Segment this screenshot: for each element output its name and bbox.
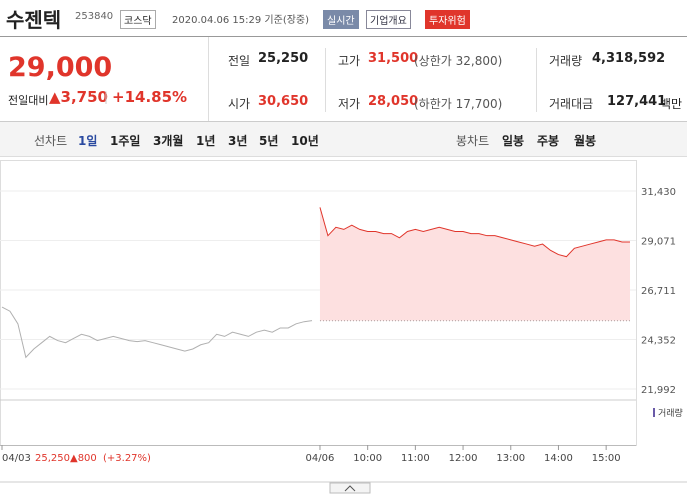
stock-code: 253840 bbox=[75, 11, 114, 22]
change-rate: +14.85% bbox=[112, 88, 188, 106]
x-tick-label: 13:00 bbox=[496, 453, 525, 464]
summary-value: 4,318,592 bbox=[592, 51, 666, 66]
x-tick-label: 04/06 bbox=[306, 453, 335, 464]
collapse-button[interactable] bbox=[329, 482, 371, 494]
volume-legend-swatch bbox=[653, 408, 655, 417]
price-line bbox=[1, 306, 313, 359]
tab[interactable]: 1일 bbox=[78, 134, 98, 148]
volume-legend: 거래량 bbox=[658, 407, 683, 419]
tab[interactable]: 5년 bbox=[259, 134, 279, 148]
y-tick-label: 31,430 bbox=[641, 187, 676, 198]
summary-value: 30,650 bbox=[258, 94, 309, 109]
divider bbox=[325, 48, 326, 112]
x-tick-label: 11:00 bbox=[401, 453, 430, 464]
change: ▲3,750 bbox=[49, 88, 108, 106]
summary-unit: 백만 bbox=[660, 97, 683, 111]
market-badge: 코스닥 bbox=[120, 10, 156, 29]
summary-label: 거래량 bbox=[549, 54, 583, 68]
summary-label: 고가 bbox=[338, 54, 361, 68]
tab[interactable]: 10년 bbox=[291, 134, 319, 148]
tab[interactable]: 선차트 bbox=[34, 134, 68, 148]
tab[interactable]: 1주일 bbox=[110, 134, 141, 148]
price-line bbox=[319, 207, 630, 258]
prev-change-rate: (+3.27%) bbox=[103, 453, 151, 464]
tab[interactable]: 1년 bbox=[196, 134, 216, 148]
tab[interactable]: 봉차트 bbox=[456, 134, 490, 148]
x-tick-label: 14:00 bbox=[544, 453, 573, 464]
y-tick-label: 21,992 bbox=[641, 385, 676, 396]
tab[interactable]: 3년 bbox=[228, 134, 248, 148]
y-tick-label: 24,352 bbox=[641, 335, 676, 346]
prev-close: 25,250 bbox=[35, 453, 70, 464]
summary-label: 거래대금 bbox=[549, 97, 594, 111]
realtime-badge[interactable]: 실시간 bbox=[323, 10, 359, 29]
summary-value: 31,500 bbox=[368, 51, 419, 66]
tab[interactable]: 3개월 bbox=[153, 134, 184, 148]
y-tick-label: 29,071 bbox=[641, 236, 676, 247]
summary-note: (하한가 17,700) bbox=[414, 97, 503, 111]
prev-change: ▲800 bbox=[70, 453, 97, 464]
warning-badge: 투자위험 bbox=[425, 10, 470, 29]
divider bbox=[0, 36, 687, 37]
timestamp: 2020.04.06 15:29 기준(장중) bbox=[172, 15, 310, 26]
summary-label: 전일 bbox=[228, 54, 251, 68]
summary-value: 25,250 bbox=[258, 51, 309, 66]
tab[interactable]: 주봉 bbox=[537, 134, 560, 148]
tab-bar bbox=[0, 121, 687, 157]
summary-value: 28,050 bbox=[368, 94, 419, 109]
chart: 21,992 24,352 26,711 29,071 31,430 거래량 04/03 04… bbox=[0, 160, 687, 494]
y-tick-label: 26,711 bbox=[641, 286, 676, 297]
change-label: 전일대비 bbox=[8, 94, 49, 107]
x-tick-label: 12:00 bbox=[449, 453, 478, 464]
divider bbox=[536, 48, 537, 112]
summary-note: (상한가 32,800) bbox=[414, 54, 503, 68]
divider bbox=[208, 37, 209, 121]
x-tick-label: 15:00 bbox=[592, 453, 621, 464]
area bbox=[319, 207, 630, 321]
stock-name: 수젠텍 bbox=[6, 8, 62, 32]
company-info-button[interactable]: 기업개요 bbox=[366, 10, 411, 29]
tab[interactable]: 월봉 bbox=[574, 134, 597, 148]
x-tick-label: 10:00 bbox=[353, 453, 382, 464]
summary-label: 저가 bbox=[338, 97, 361, 111]
tab[interactable]: 일봉 bbox=[502, 134, 525, 148]
x-tick-label: 04/03 bbox=[2, 453, 31, 464]
current-price: 29,000 bbox=[8, 52, 113, 83]
collapse-icon bbox=[344, 485, 356, 492]
separator: | bbox=[104, 90, 109, 104]
summary-label: 시가 bbox=[228, 97, 251, 111]
summary-value: 127,441 bbox=[607, 94, 667, 109]
